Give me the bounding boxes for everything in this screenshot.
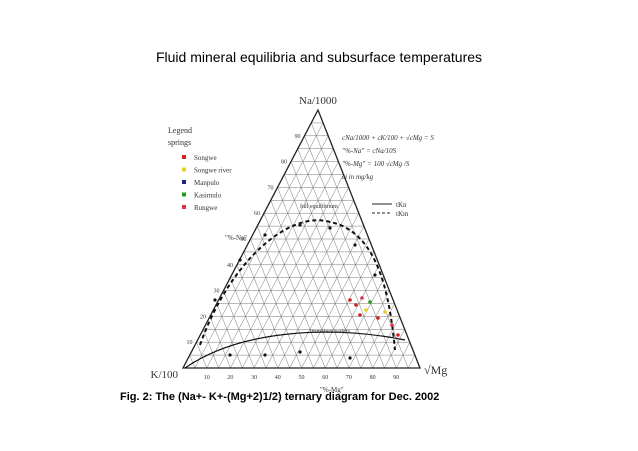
sample-point [396,333,400,337]
formula: cNa/1000 + cK/100 + √cMg = S [342,134,434,142]
sample-point [376,316,380,320]
legend-marker [182,155,186,159]
curve-point [328,226,332,230]
curve-point [353,243,357,247]
legend-label: Kasimulo [194,192,222,200]
curve-point [298,350,302,354]
grid-line [230,277,267,369]
apex-label: Na/1000 [299,95,337,107]
curve-point [298,223,302,227]
sample-point [383,310,387,314]
sample-point [368,300,372,304]
tick-label: 40 [275,375,281,381]
legend-marker [182,192,186,197]
legend-marker [182,167,186,172]
apex-label: √Mg [424,363,447,377]
legend-label: Songwe river [194,167,232,175]
curve-point [373,273,377,277]
triangle [181,108,421,369]
sample-point [354,303,358,307]
grid-line [189,355,196,369]
ternary-diagram: Na/1000 K/100 √Mg Legend springs "%-Na" … [151,95,448,394]
grid-line [194,122,324,369]
formula: ci in mg/kg [342,173,374,181]
tick-label: 70 [346,375,352,381]
tick-label: 40 [227,263,233,269]
grid-line [313,251,375,369]
tick-label: 90 [393,375,399,381]
formula: "%-Na" = cNa/10S [342,147,397,155]
legend-label: Songwe [194,154,217,162]
legend-marker [182,180,186,184]
tick-label: 10 [204,375,210,381]
curve-label: immature waters [310,329,351,335]
grid-line [216,303,243,369]
curve-point [213,298,217,302]
grid-line [301,238,370,369]
formula: "%-Mg" = 100 √cMg /S [342,160,410,168]
line-key-label: tKm [396,210,409,218]
grid-line [257,226,314,369]
side-label: "%-Mg" [320,386,344,394]
sample-point [358,313,362,317]
grid-line [396,342,411,369]
grid-line [203,329,219,369]
grid-line [218,148,334,369]
tick-label: 30 [251,375,257,381]
sample-point [360,296,364,300]
grid-line [348,290,390,369]
grid-line [407,354,416,369]
grid-line [209,316,231,369]
curve-point [263,233,267,237]
tick-label: 90 [295,134,301,140]
tick-label: 80 [370,375,376,381]
grid-line [372,316,400,369]
grid-line [236,264,279,369]
grid-line [270,200,338,369]
title: Fluid mineral equilibria and subsurface … [156,49,482,65]
legend-marker [182,205,186,209]
grid-line [223,290,255,369]
curve-point [238,258,242,262]
grid-line [284,174,361,369]
line-key-label: tKn [396,201,407,209]
tick-label: 30 [214,289,220,295]
curve-label: full equilibrium [300,203,338,210]
legend-label: Manpulo [194,179,220,187]
grid-line [250,238,302,369]
grid-line [242,174,344,369]
grid-line [336,277,385,369]
tick-label: 20 [200,314,206,320]
tick-label: 60 [322,375,328,381]
grid-line [196,342,207,369]
tick-label: 50 [241,237,247,243]
tick-label: 70 [268,185,274,191]
legend-title: Legend [168,126,192,135]
curve-point [348,356,352,360]
apex-label: K/100 [151,369,179,381]
grid-line [243,251,290,369]
immature-curve [184,331,406,369]
curve-point [228,353,232,357]
sample-point [390,323,394,327]
sample-point [348,298,352,302]
grid-line [265,200,354,369]
legend-subtitle: springs [168,138,191,147]
tick-label: 80 [281,160,287,166]
equilibrium-curve [199,219,396,351]
tick-label: 20 [227,375,233,381]
caption: Fig. 2: The (Na+- K+-(Mg+2)1/2) ternary … [120,391,439,403]
grid-line [324,264,380,369]
grid-line [297,148,385,369]
curve-point [263,353,267,357]
legend-label: Rungwe [194,204,217,212]
tick-label: 60 [254,211,260,217]
side-label: "%-Na" [225,234,247,242]
tick-label: 10 [187,340,193,346]
sample-point [364,308,368,312]
tick-label: 50 [299,375,305,381]
grid-line [289,225,365,369]
